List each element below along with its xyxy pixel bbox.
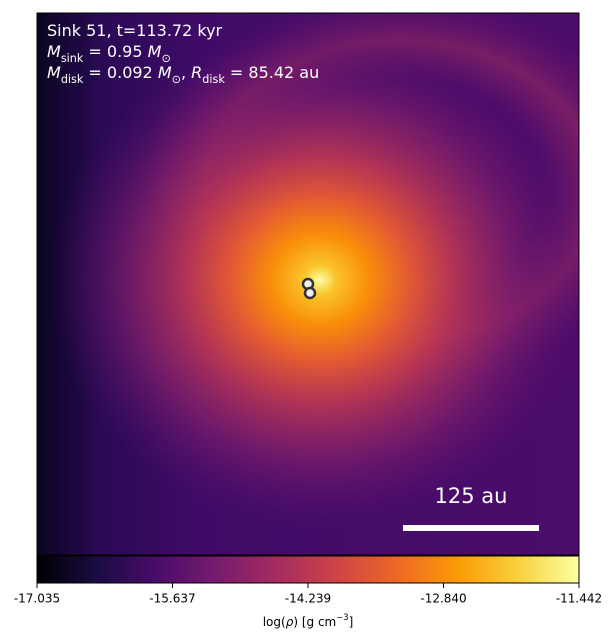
colorbar-tick-label: -15.637 — [149, 592, 195, 606]
text-segment: M — [47, 42, 61, 61]
colorbar-tick-label: -11.442 — [556, 592, 602, 606]
text-segment: log( — [263, 615, 286, 629]
text-segment: −3 — [336, 612, 348, 622]
annotation: Msink = 0.95 M⊙ — [47, 42, 171, 65]
colorbar-tick-label: -12.840 — [420, 592, 466, 606]
text-segment: ] — [349, 615, 354, 629]
colorbar — [36, 555, 580, 584]
annotation: Mdisk = 0.092 M⊙, Rdisk = 85.42 au — [47, 63, 319, 86]
text-segment: Sink 51, t=113.72 kyr — [47, 21, 223, 40]
text-segment: R — [191, 63, 202, 82]
text-segment: , — [181, 63, 191, 82]
text-segment: = 0.95 — [83, 42, 147, 61]
text-segment: M — [148, 42, 162, 61]
text-segment: ⊙ — [161, 52, 170, 65]
colorbar-label: log(ρ) [g cm−3] — [263, 612, 354, 629]
text-segment: M — [158, 63, 172, 82]
text-segment: = 0.092 — [83, 63, 157, 82]
scale-bar-label: 125 au — [435, 484, 508, 508]
text-segment: disk — [61, 73, 84, 86]
text-segment: ⊙ — [172, 73, 181, 86]
text-segment: ρ — [286, 615, 294, 629]
colorbar-tick-label: -17.035 — [14, 592, 60, 606]
text-segment: M — [47, 63, 61, 82]
annotation: Sink 51, t=113.72 kyr — [47, 21, 223, 40]
text-segment: sink — [61, 52, 84, 65]
frame — [36, 12, 580, 556]
density-field — [37, 13, 579, 555]
text-segment: ) [g cm — [293, 615, 336, 629]
colorbar-tick-label: -14.239 — [285, 592, 331, 606]
text-segment: = 85.42 au — [225, 63, 319, 82]
text-segment: disk — [202, 73, 225, 86]
sink-marker — [303, 286, 317, 300]
